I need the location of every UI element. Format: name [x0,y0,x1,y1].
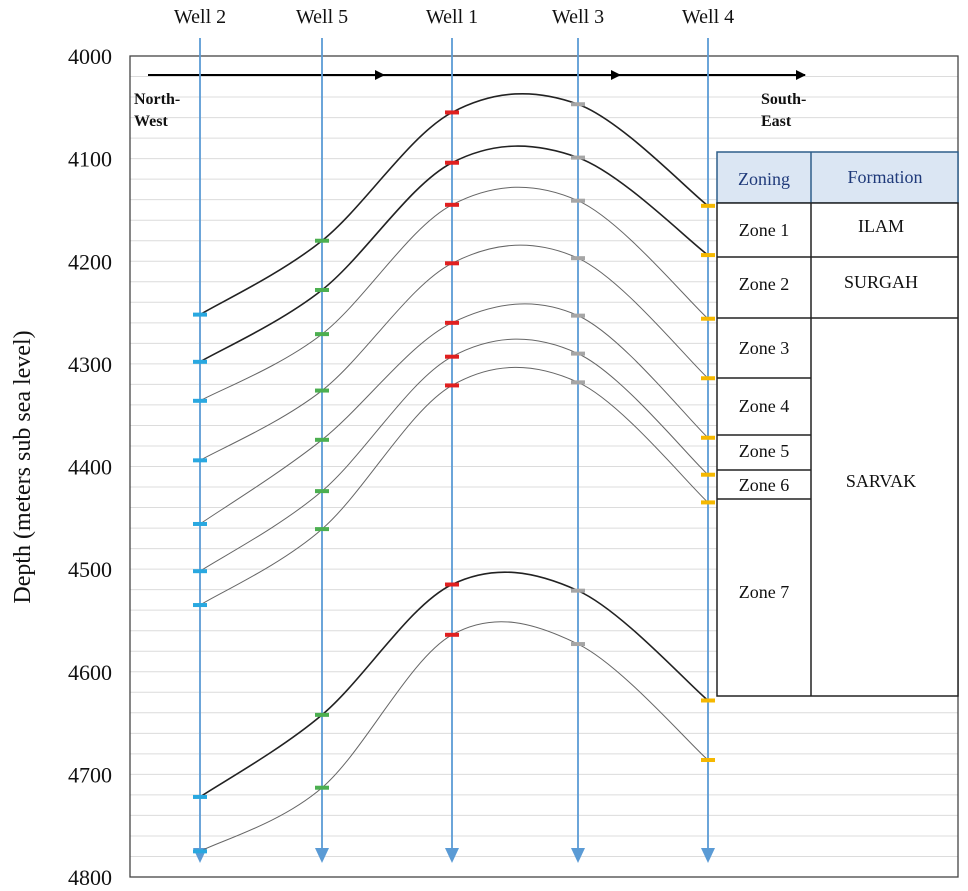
well-top-marker [315,388,329,393]
y-tick-label: 4300 [68,352,112,377]
horizon-curve [199,186,709,402]
well-arrow-icon [701,848,715,863]
direction-start-label: North- [134,91,180,108]
direction-end-label: East [761,113,792,130]
well-top-marker [571,642,585,647]
well-top-marker [193,359,207,364]
well-label: Well 5 [296,6,348,28]
y-axis-ticks: 4000 4100 4200 4300 4400 4500 4600 4700 4800 [68,44,112,890]
formation-label: ILAM [858,216,904,236]
y-tick-label: 4800 [68,865,112,890]
well-top-marker [445,261,459,266]
well-top-marker [315,287,329,292]
well-label: Well 2 [174,6,226,28]
well-top-marker [315,238,329,243]
well-top-marker [571,351,585,356]
well-top-marker [701,698,715,703]
well-top-marker [571,588,585,593]
well-top-marker [571,256,585,261]
well-top-marker [193,458,207,463]
horizon-curve [199,338,709,572]
zone-table-header-formation: Formation [848,167,923,187]
formation-label: SURGAH [844,272,918,292]
well-top-marker [193,312,207,317]
horizon-curve [199,244,709,461]
well-top-marker [445,110,459,115]
direction-end-label: South- [761,91,806,108]
zone-label: Zone 4 [739,396,789,416]
zone-table: Zoning Formation Zone 1 Zone 2 Zone 3 Zo… [716,151,959,697]
well-labels: Well 2 Well 5 Well 1 Well 3 Well 4 [174,6,734,28]
well-top-marker [315,332,329,337]
well-top-marker [445,202,459,207]
well-arrow-icon [445,848,459,863]
well-top-marker [193,569,207,574]
well-top-marker [701,253,715,258]
well-arrow-icon [315,848,329,863]
direction-start-label: West [134,113,168,130]
well-top-marker [315,785,329,790]
zone-table-header-bg [716,151,959,204]
well-top-marker [571,313,585,318]
well-top-marker [571,380,585,385]
y-tick-label: 4000 [68,44,112,69]
well-top-marker [445,160,459,165]
well-top-marker [701,376,715,381]
horizon-curve [199,303,709,525]
formation-label: SARVAK [846,471,916,491]
y-tick-label: 4400 [68,455,112,480]
well-top-marker [445,354,459,359]
well-top-marker [701,435,715,440]
zone-label: Zone 5 [739,441,789,461]
zone-table-header-zoning: Zoning [738,169,790,189]
well-arrow-icon [571,848,585,863]
well-top-marker [193,521,207,526]
well-top-marker [701,316,715,321]
well-top-marker [701,203,715,208]
well-label: Well 1 [426,6,478,28]
y-tick-label: 4100 [68,147,112,172]
zone-label: Zone 7 [739,582,789,602]
well-top-marker [315,712,329,717]
zone-label: Zone 6 [739,475,789,495]
well-top-marker [445,582,459,587]
zone-label: Zone 2 [739,274,789,294]
zone-label: Zone 1 [739,220,789,240]
well-top-marker [571,155,585,160]
well-top-marker [445,320,459,325]
well-top-marker [193,794,207,799]
well-top-marker [701,758,715,763]
well-label: Well 3 [552,6,604,28]
y-tick-label: 4700 [68,762,112,787]
well-top-marker [193,398,207,403]
well-top-marker [701,500,715,505]
well-top-marker [193,849,207,854]
well-top-marker [315,527,329,532]
y-tick-label: 4500 [68,557,112,582]
y-tick-label: 4200 [68,249,112,274]
well-top-marker [315,437,329,442]
zone-table-body [716,202,959,697]
well-top-marker [571,102,585,107]
well-top-marker [701,472,715,477]
y-tick-label: 4600 [68,660,112,685]
horizon-curves [199,92,709,852]
horizon-curve [199,145,709,363]
well-top-marker [315,489,329,494]
well-top-marker [445,383,459,388]
zone-label: Zone 3 [739,338,789,358]
well-top-marker [445,632,459,637]
well-top-marker [193,603,207,608]
well-label: Well 4 [682,6,734,28]
horizon-curve [199,621,709,852]
well-markers [193,102,715,854]
well-top-marker [571,198,585,203]
y-axis-label: Depth (meters sub sea level) [10,330,36,603]
